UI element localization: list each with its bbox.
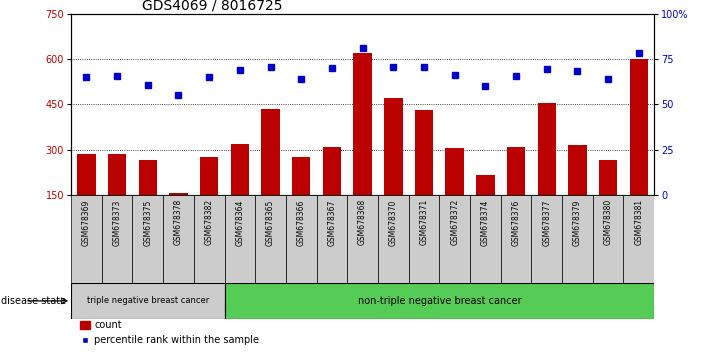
Text: GSM678378: GSM678378 xyxy=(174,199,183,245)
Bar xyxy=(415,110,433,240)
Bar xyxy=(629,59,648,240)
Legend: count, percentile rank within the sample: count, percentile rank within the sample xyxy=(76,316,263,349)
Bar xyxy=(531,195,562,283)
Text: GSM678374: GSM678374 xyxy=(481,199,490,246)
Text: GSM678364: GSM678364 xyxy=(235,199,245,246)
Bar xyxy=(225,283,654,319)
Text: GSM678365: GSM678365 xyxy=(266,199,275,246)
Text: GSM678367: GSM678367 xyxy=(328,199,336,246)
Bar xyxy=(71,283,225,319)
Bar xyxy=(470,195,501,283)
Bar xyxy=(476,175,495,240)
Bar xyxy=(108,154,127,240)
Text: GSM678375: GSM678375 xyxy=(144,199,152,246)
Text: GSM678380: GSM678380 xyxy=(604,199,613,245)
Bar xyxy=(446,148,464,240)
Bar xyxy=(409,195,439,283)
Text: GSM678366: GSM678366 xyxy=(296,199,306,246)
Bar xyxy=(132,195,163,283)
Bar xyxy=(102,195,132,283)
Text: GSM678368: GSM678368 xyxy=(358,199,367,245)
Bar xyxy=(200,157,218,240)
Bar xyxy=(384,98,402,240)
Text: GSM678370: GSM678370 xyxy=(389,199,397,246)
Bar xyxy=(323,147,341,240)
Bar xyxy=(562,195,593,283)
Bar xyxy=(378,195,409,283)
Bar xyxy=(568,145,587,240)
Text: GSM678373: GSM678373 xyxy=(112,199,122,246)
Bar xyxy=(593,195,624,283)
Bar xyxy=(624,195,654,283)
Bar xyxy=(286,195,316,283)
Bar xyxy=(507,147,525,240)
Text: disease state: disease state xyxy=(1,296,67,306)
Bar xyxy=(194,195,225,283)
Bar xyxy=(169,193,188,240)
Bar xyxy=(316,195,347,283)
Bar xyxy=(538,103,556,240)
Text: GSM678369: GSM678369 xyxy=(82,199,91,246)
Bar xyxy=(139,160,157,240)
Text: GDS4069 / 8016725: GDS4069 / 8016725 xyxy=(142,0,283,12)
Bar xyxy=(292,157,311,240)
Text: GSM678372: GSM678372 xyxy=(450,199,459,245)
Text: triple negative breast cancer: triple negative breast cancer xyxy=(87,296,209,306)
Bar xyxy=(77,154,96,240)
Bar xyxy=(255,195,286,283)
Bar xyxy=(262,109,279,240)
Text: GSM678382: GSM678382 xyxy=(205,199,214,245)
Bar xyxy=(230,144,249,240)
Bar xyxy=(225,195,255,283)
Bar xyxy=(347,195,378,283)
Bar xyxy=(439,195,470,283)
Text: GSM678376: GSM678376 xyxy=(511,199,520,246)
Text: GSM678379: GSM678379 xyxy=(573,199,582,246)
Bar xyxy=(71,195,102,283)
Bar xyxy=(599,160,617,240)
Bar xyxy=(163,195,194,283)
Text: GSM678371: GSM678371 xyxy=(419,199,429,245)
Text: non-triple negative breast cancer: non-triple negative breast cancer xyxy=(358,296,521,306)
Bar xyxy=(501,195,531,283)
Text: GSM678377: GSM678377 xyxy=(542,199,551,246)
Bar xyxy=(353,53,372,240)
Text: GSM678381: GSM678381 xyxy=(634,199,643,245)
